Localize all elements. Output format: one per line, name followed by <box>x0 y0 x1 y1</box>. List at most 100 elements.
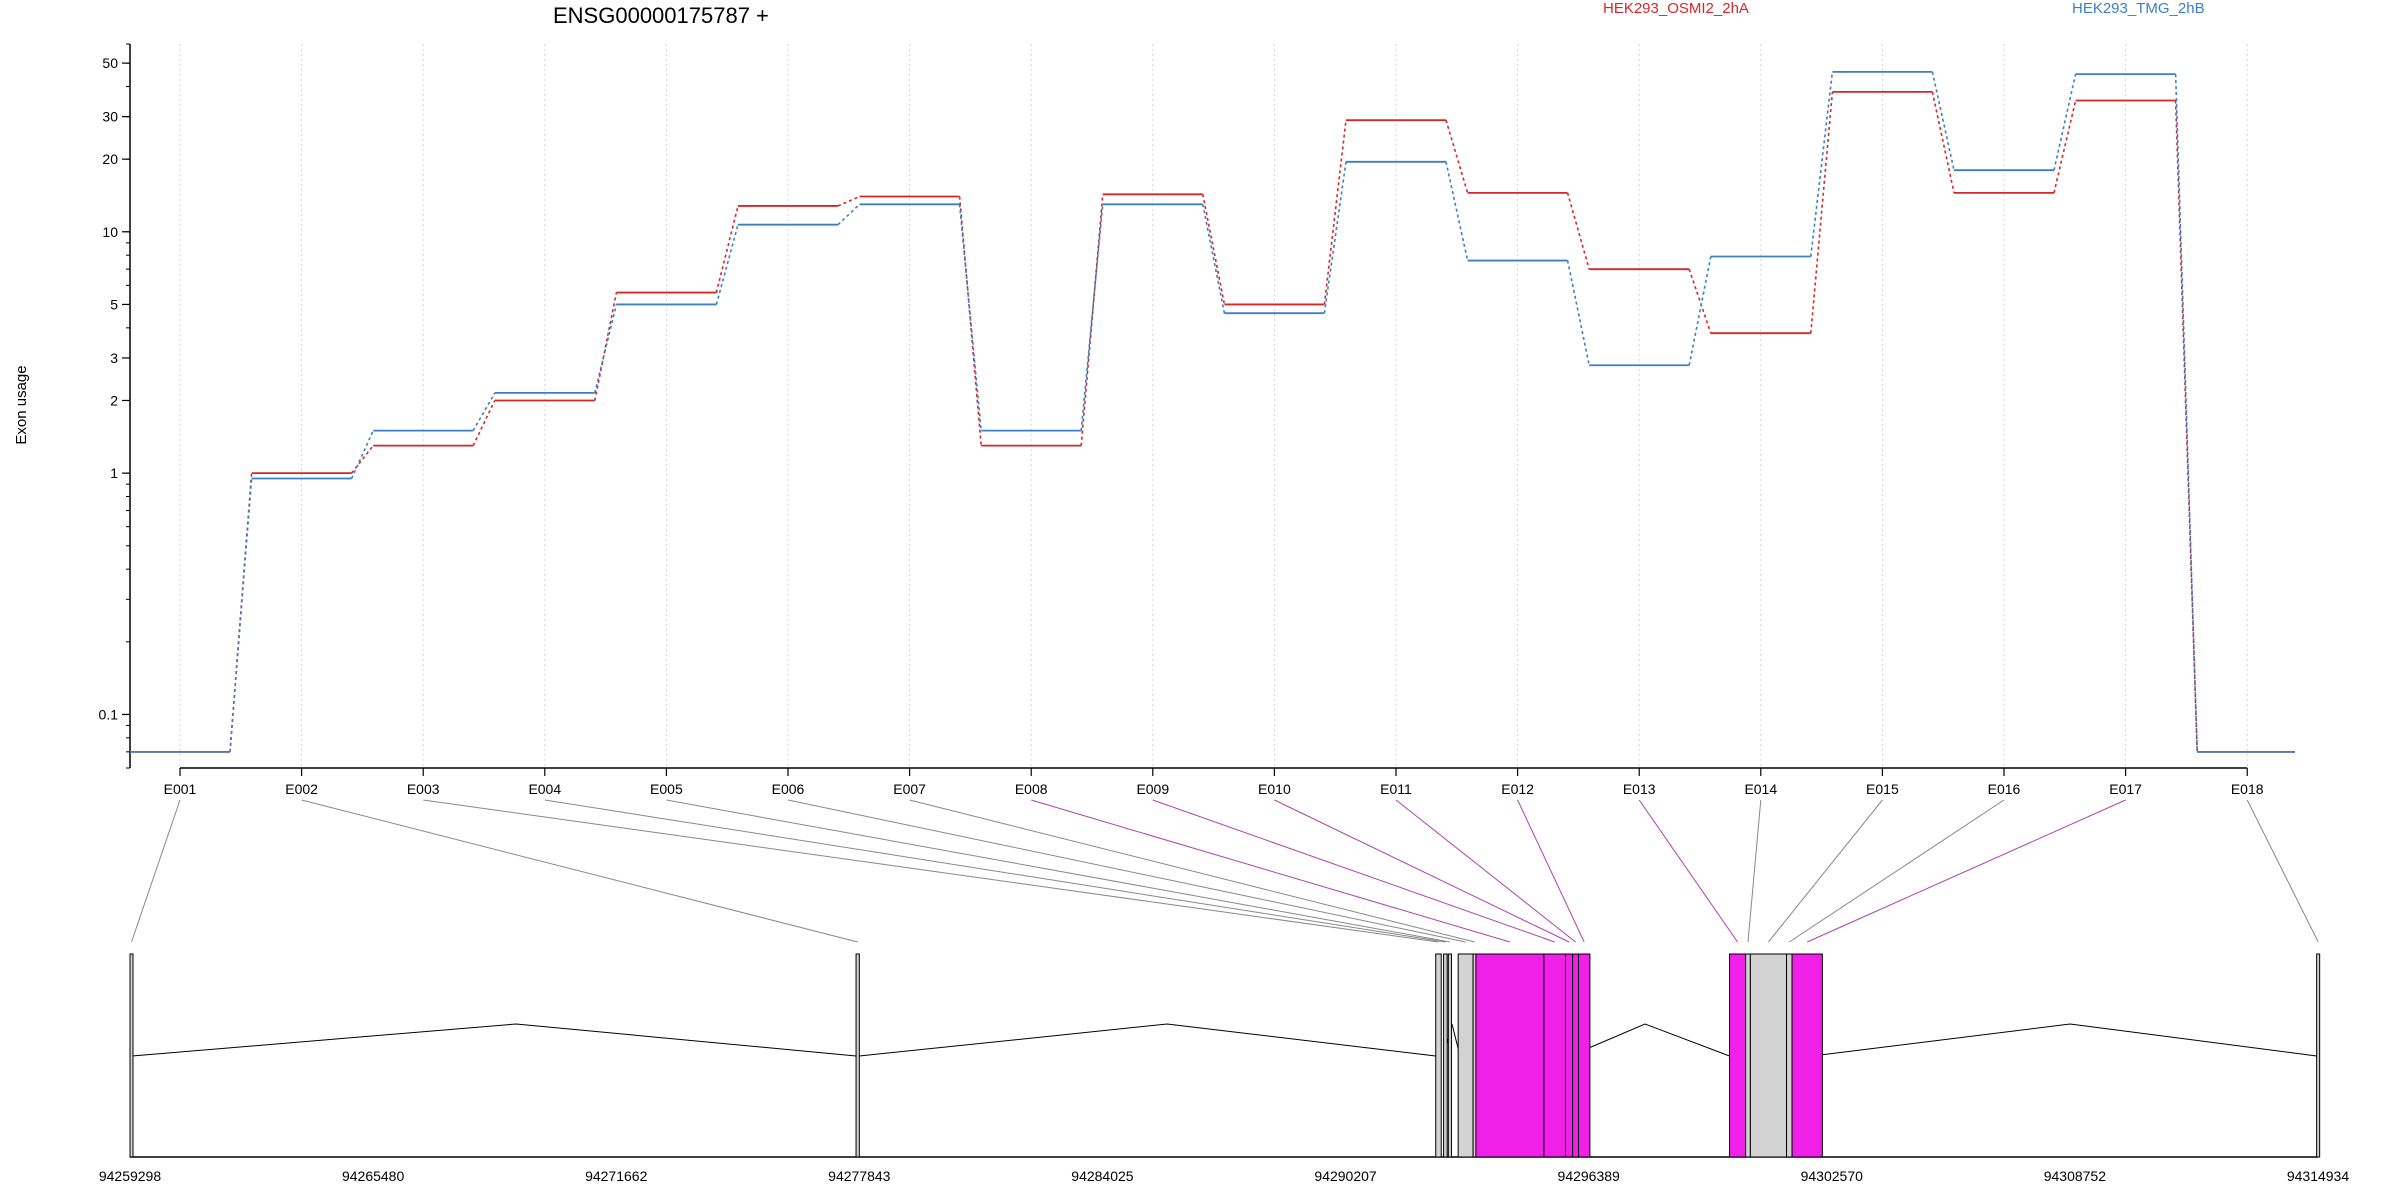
data-connector <box>2174 74 2198 752</box>
intron <box>1811 1023 2317 1057</box>
data-connector <box>1931 91 1955 194</box>
x-tick-label: E011 <box>1380 781 1412 797</box>
legend-series-2: HEK293_TMG_2hB <box>2072 0 2205 17</box>
x-tick-label: E012 <box>1501 781 1534 797</box>
data-connector <box>1566 260 1590 366</box>
exon-connector <box>1395 799 1576 943</box>
x-tick-label: E015 <box>1866 781 1899 797</box>
data-connector <box>1080 194 1104 446</box>
series-lines <box>130 70 2295 753</box>
exon-block <box>1543 953 1567 1158</box>
x-tick-label: E018 <box>2231 781 2264 797</box>
data-connector <box>350 430 374 479</box>
y-tick-label: 2 <box>110 392 118 408</box>
x-tick-label: E007 <box>893 781 926 797</box>
exon-block <box>129 953 134 1158</box>
exon-block <box>2316 953 2321 1158</box>
genomic-tick-label: 94296389 <box>1558 1168 1621 1184</box>
exon-connector <box>1274 799 1570 943</box>
gridlines <box>179 44 2248 768</box>
exon-block <box>1475 953 1545 1158</box>
data-connector <box>837 195 860 207</box>
x-axis: E001 E002 E003 E004 E005 E006 E007 E008 E009 E010… <box>164 767 2264 797</box>
genomic-tick-label: 94259298 <box>99 1168 162 1184</box>
exon-connector <box>1806 799 2126 943</box>
gene-model: 94259298 94265480 94271662 94277843 94284025… <box>99 953 2349 1184</box>
exon-block <box>1565 953 1574 1158</box>
exon-block <box>1577 953 1591 1158</box>
y-tick-label: 10 <box>102 224 118 240</box>
y-tick-label: 20 <box>102 151 118 167</box>
y-tick-label: 0.1 <box>99 706 119 722</box>
x-tick-label: E009 <box>1136 781 1169 797</box>
data-connector <box>1323 161 1347 314</box>
data-connector <box>958 204 982 431</box>
data-connector <box>1445 161 1469 261</box>
genomic-tick-label: 94290207 <box>1314 1168 1377 1184</box>
exon-connector <box>1768 799 1883 943</box>
data-connector <box>2053 100 2077 194</box>
exon-block <box>1791 953 1823 1158</box>
intron <box>1569 1023 1730 1057</box>
data-connector <box>1202 204 1226 314</box>
exon-connector <box>666 799 1450 943</box>
y-tick-label: 30 <box>102 109 118 125</box>
data-connector <box>2053 73 2077 171</box>
y-tick-label: 5 <box>110 296 118 312</box>
x-tick-label: E014 <box>1744 781 1777 797</box>
series-2 <box>130 70 2295 753</box>
intron <box>132 1023 857 1057</box>
data-connector <box>1323 120 1347 305</box>
data-connector <box>350 445 374 474</box>
exon-block <box>1745 953 1751 1158</box>
exon-block <box>1572 953 1579 1158</box>
exon-block <box>1435 953 1442 1158</box>
x-tick-label: E010 <box>1258 781 1291 797</box>
data-connector <box>715 224 739 305</box>
exon-connector <box>787 799 1466 943</box>
x-tick-label: E005 <box>650 781 683 797</box>
data-connector <box>472 400 496 446</box>
exon-connector <box>1517 799 1585 943</box>
exon-connector <box>544 799 1446 943</box>
x-tick-label: E006 <box>772 781 805 797</box>
data-connector <box>229 478 253 752</box>
data-connector <box>715 205 739 293</box>
data-connector <box>1810 91 1834 334</box>
genomic-tick-label: 94302570 <box>1801 1168 1864 1184</box>
exon-connector <box>1031 799 1511 943</box>
exon-connector <box>1152 799 1555 943</box>
data-connector <box>1445 119 1469 194</box>
y-tick-label: 1 <box>110 465 118 481</box>
data-connector <box>594 304 618 394</box>
data-connector <box>1810 71 1834 257</box>
y-axis: 0.1 1 2 3 5 10 20 30 50 <box>99 43 131 769</box>
chart-title: ENSG00000175787 + <box>553 3 769 28</box>
data-connector <box>1931 71 1955 171</box>
data-connector <box>837 203 861 226</box>
exon-block <box>1786 953 1793 1158</box>
exon-connector <box>2246 799 2319 943</box>
data-connector <box>594 292 618 401</box>
exon-connectors <box>131 799 2319 943</box>
genomic-tick-label: 94308752 <box>2044 1168 2107 1184</box>
y-axis-label: Exon usage <box>13 365 30 444</box>
genomic-tick-label: 94277843 <box>828 1168 891 1184</box>
x-tick-label: E001 <box>164 781 197 797</box>
y-tick-label: 3 <box>110 350 118 366</box>
data-connector <box>1566 192 1590 270</box>
genomic-tick-label: 94271662 <box>585 1168 648 1184</box>
data-connector <box>958 196 982 446</box>
x-tick-label: E017 <box>2109 781 2142 797</box>
exon-block <box>1443 953 1448 1158</box>
exon-connector <box>1638 799 1738 943</box>
data-connector <box>1080 204 1104 431</box>
exon-connector <box>909 799 1475 943</box>
exon-connector <box>1747 799 1762 943</box>
y-tick-label: 50 <box>102 55 118 71</box>
data-connector <box>1688 256 1712 366</box>
exon-block <box>855 953 860 1158</box>
x-tick-label: E008 <box>1015 781 1048 797</box>
legend-series-1: HEK293_OSMI2_2hA <box>1603 0 1749 17</box>
